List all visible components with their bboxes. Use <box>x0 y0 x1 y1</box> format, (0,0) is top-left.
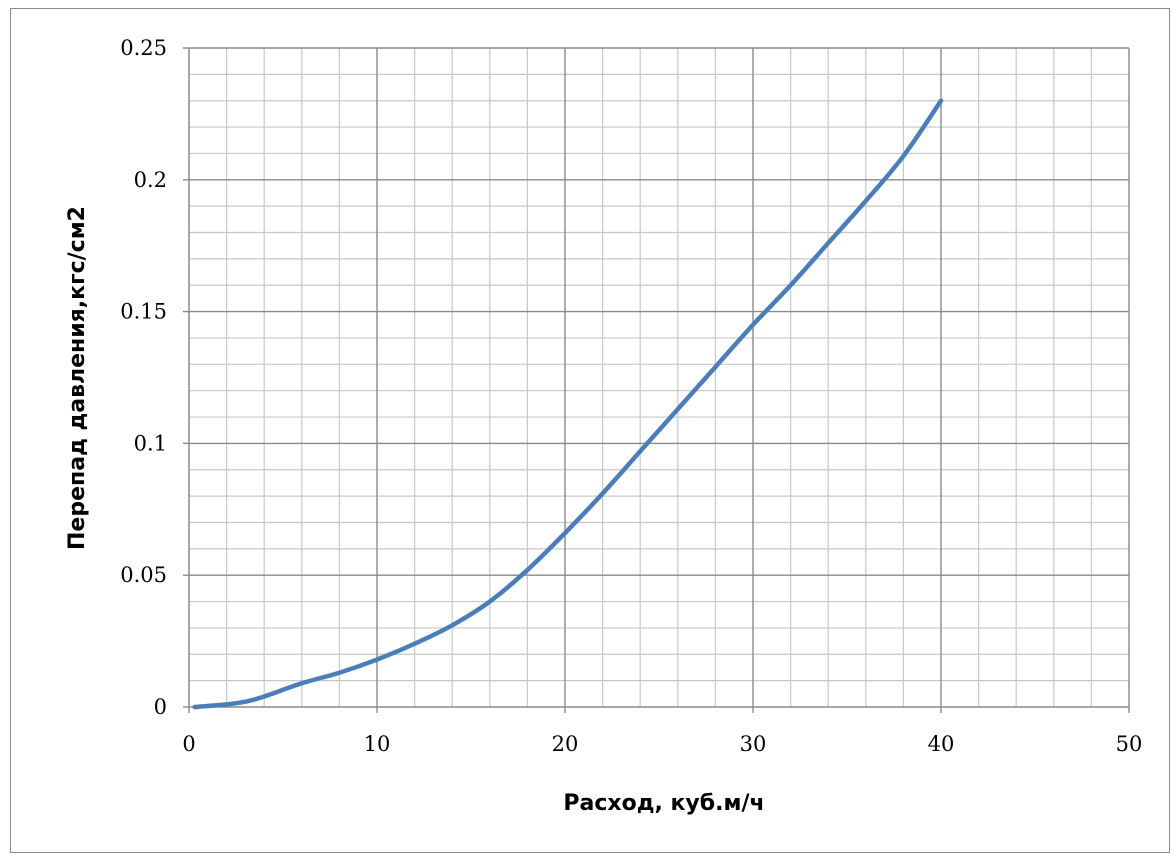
major-gridlines <box>189 47 1130 707</box>
x-tick-label: 0 <box>182 732 195 756</box>
y-tick-labels: 0 0.05 0.1 0.15 0.2 0.25 <box>120 36 167 719</box>
y-tick-label: 0.15 <box>120 300 167 324</box>
y-tick-label: 0.05 <box>120 563 167 587</box>
x-tick-label: 40 <box>928 732 955 756</box>
minor-gridlines <box>189 48 1129 707</box>
x-tick-label: 10 <box>364 732 391 756</box>
x-tick-labels: 0 10 20 30 40 50 <box>182 732 1142 756</box>
series-line <box>192 98 944 710</box>
y-axis-title: Перепад давления,кгс/см2 <box>65 206 90 550</box>
axes <box>183 47 1130 713</box>
y-tick-label: 0.1 <box>134 431 167 455</box>
y-tick-label: 0.2 <box>134 168 167 192</box>
chart-frame <box>10 8 1170 853</box>
y-tick-label: 0.25 <box>120 36 167 60</box>
x-tick-label: 20 <box>552 732 579 756</box>
x-tick-label: 50 <box>1116 732 1143 756</box>
x-axis-title: Расход, куб.м/ч <box>563 791 764 816</box>
y-tick-label: 0 <box>154 695 167 719</box>
x-tick-label: 30 <box>740 732 767 756</box>
series-group <box>192 98 944 710</box>
